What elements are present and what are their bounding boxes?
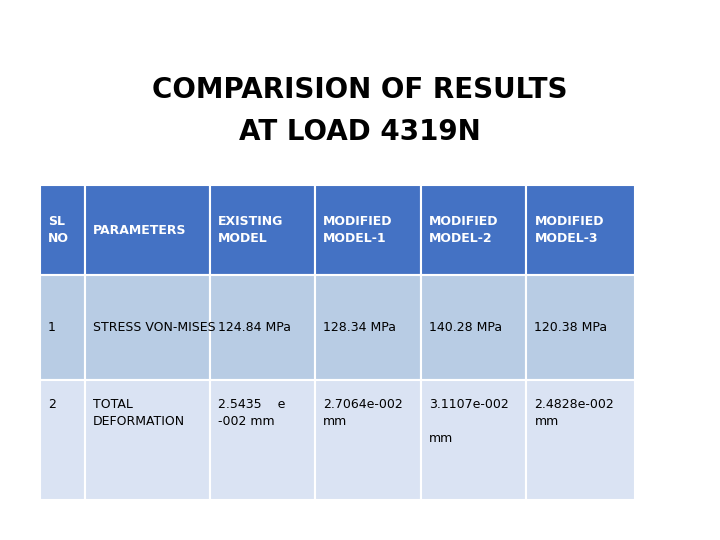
- Bar: [420, 380, 526, 500]
- Text: PARAMETERS: PARAMETERS: [93, 224, 186, 237]
- Bar: [210, 275, 315, 380]
- Bar: [40, 185, 85, 275]
- Bar: [40, 380, 85, 500]
- Text: MODIFIED
MODEL-3: MODIFIED MODEL-3: [534, 215, 604, 245]
- Text: 2.4828e-002
mm: 2.4828e-002 mm: [534, 398, 614, 428]
- Bar: [85, 380, 210, 500]
- Text: 128.34 MPa: 128.34 MPa: [323, 321, 396, 334]
- Bar: [210, 185, 315, 275]
- Text: 140.28 MPa: 140.28 MPa: [429, 321, 502, 334]
- Text: 3.1107e-002

mm: 3.1107e-002 mm: [429, 398, 508, 445]
- Text: 2: 2: [48, 398, 56, 411]
- Bar: [210, 380, 315, 500]
- Bar: [420, 275, 526, 380]
- Bar: [85, 275, 210, 380]
- Bar: [315, 185, 420, 275]
- Text: 2.5435    e
-002 mm: 2.5435 e -002 mm: [217, 398, 285, 428]
- Bar: [526, 275, 635, 380]
- Text: SL
NO: SL NO: [48, 215, 69, 245]
- Text: MODIFIED
MODEL-1: MODIFIED MODEL-1: [323, 215, 392, 245]
- Text: 2.7064e-002
mm: 2.7064e-002 mm: [323, 398, 403, 428]
- Bar: [420, 185, 526, 275]
- Text: 124.84 MPa: 124.84 MPa: [217, 321, 291, 334]
- Text: MODIFIED
MODEL-2: MODIFIED MODEL-2: [429, 215, 498, 245]
- Text: 120.38 MPa: 120.38 MPa: [534, 321, 608, 334]
- Bar: [315, 380, 420, 500]
- Text: COMPARISION OF RESULTS: COMPARISION OF RESULTS: [152, 76, 568, 104]
- Text: 1: 1: [48, 321, 56, 334]
- Text: STRESS VON-MISES: STRESS VON-MISES: [93, 321, 215, 334]
- Text: TOTAL
DEFORMATION: TOTAL DEFORMATION: [93, 398, 185, 428]
- Bar: [315, 275, 420, 380]
- Bar: [526, 185, 635, 275]
- Bar: [85, 185, 210, 275]
- Bar: [526, 380, 635, 500]
- Text: EXISTING
MODEL: EXISTING MODEL: [217, 215, 283, 245]
- Text: AT LOAD 4319N: AT LOAD 4319N: [239, 118, 481, 146]
- Bar: [40, 275, 85, 380]
